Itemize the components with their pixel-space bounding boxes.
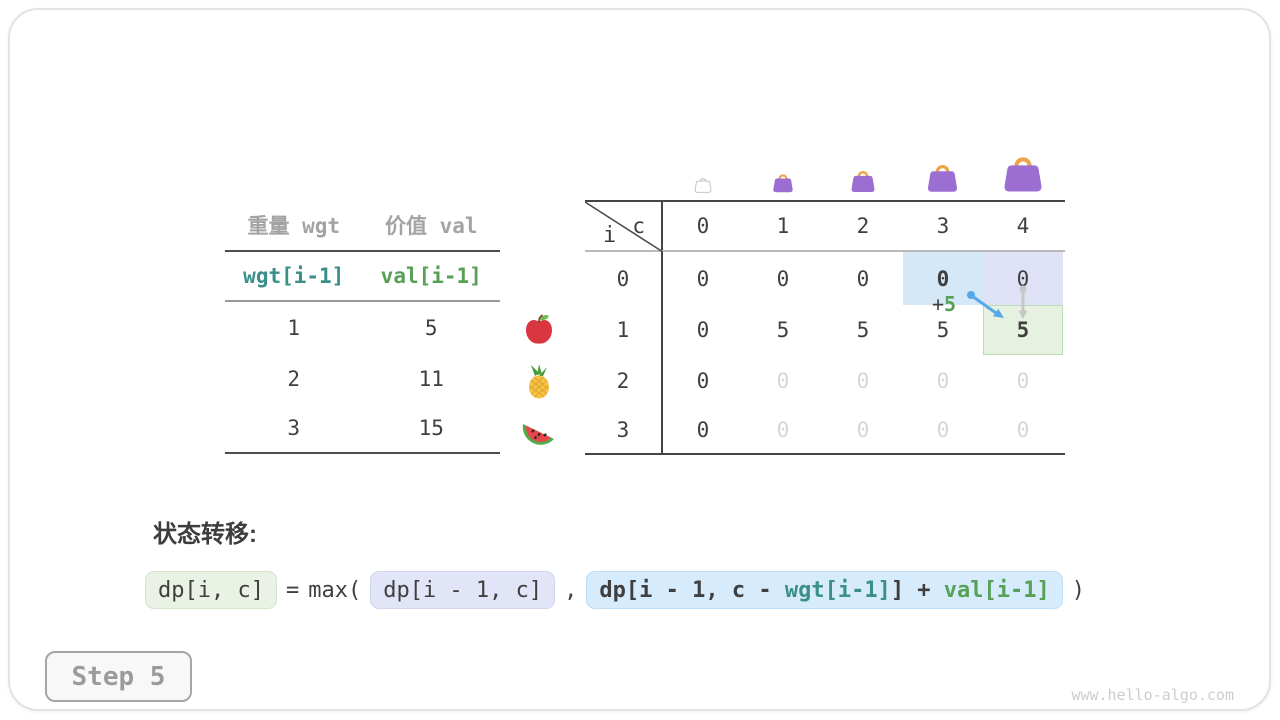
added-value: 5: [944, 292, 957, 316]
take-mid: ] +: [890, 577, 944, 603]
dp-row-1: 1 0 5 5 5 5: [585, 305, 1065, 355]
item-2-weight: 2: [287, 366, 301, 391]
item-1-value: 5: [424, 315, 438, 340]
dp-cell-0-0: 0: [696, 266, 710, 291]
empty-bag-icon: [694, 175, 712, 197]
dp-cell-3-0: 0: [696, 417, 710, 442]
take-val-term: val[i-1]: [943, 577, 1050, 603]
dp-cell-2-4: 0: [1016, 368, 1030, 393]
col-header-0: 0: [696, 214, 710, 238]
item-row-1: 1 5: [225, 302, 500, 353]
items-table-header: 重量 wgt 价值 val: [225, 200, 500, 252]
dp-header-row: c i 0 1 2 3 4: [585, 202, 1065, 252]
dp-cell-0-1: 0: [776, 266, 790, 291]
dp-cell-2-3: 0: [936, 368, 950, 393]
dp-cell-3-2: 0: [856, 417, 870, 442]
wgt-formula-cell: wgt[i-1]: [243, 264, 345, 288]
items-table-formula-row: wgt[i-1] val[i-1]: [225, 252, 500, 302]
state-transition-label: 状态转移:: [153, 521, 257, 548]
plus-sign: +: [932, 292, 945, 316]
dp-cell-1-0: 0: [696, 318, 710, 342]
item-row-2: 2 11: [225, 353, 500, 404]
transition-formula: dp[i, c] = max( dp[i - 1, c] , dp[i - 1,…: [145, 571, 1085, 609]
figure-card: 重量 wgt 价值 val wgt[i-1] val[i-1] 1 5 2 11…: [8, 8, 1271, 711]
comma: ,: [564, 577, 578, 603]
items-table: 重量 wgt 价值 val wgt[i-1] val[i-1] 1 5 2 11…: [225, 200, 500, 454]
bag-icon-1: [772, 171, 794, 197]
close-paren: ): [1071, 577, 1086, 603]
dp-row-2: 2 0 0 0 0 0: [585, 355, 1065, 406]
val-formula-cell: val[i-1]: [380, 264, 482, 288]
bag-icon-2: [850, 167, 876, 197]
dp-row-3: 3 0 0 0 0 0: [585, 406, 1065, 455]
apple-icon: [522, 313, 556, 347]
dp-cell-2-1: 0: [776, 368, 790, 393]
item-1-weight: 1: [287, 315, 301, 340]
dp-current-chip: dp[i, c]: [145, 571, 277, 609]
value-column-header: 价值 val: [384, 214, 478, 238]
row-header-2: 2: [585, 355, 663, 406]
row-variable-label: i: [603, 223, 617, 248]
dp-cell-3-3: 0: [936, 417, 950, 442]
row-header-3: 3: [585, 406, 663, 453]
item-row-3: 3 15: [225, 404, 500, 454]
item-3-weight: 3: [287, 416, 301, 440]
dp-cell-2-2: 0: [856, 368, 870, 393]
col-header-3: 3: [936, 214, 950, 238]
equals-sign: =: [285, 577, 300, 603]
col-header-4: 4: [1016, 214, 1030, 238]
row-header-1: 1: [585, 305, 663, 355]
bag-icon-4: [1002, 151, 1044, 197]
dp-cell-0-2: 0: [856, 266, 870, 291]
item-2-value: 11: [418, 366, 444, 391]
col-variable-label: c: [632, 214, 645, 238]
dp-cell-0-4-highlighted: 0: [983, 252, 1063, 305]
dp-table: c i 0 1 2 3 4 0 0 0 0 0 0 1 0 5: [585, 200, 1065, 455]
diagonal-divider: [585, 202, 663, 252]
row-header-0: 0: [585, 252, 663, 305]
take-wgt-term: wgt[i-1]: [784, 577, 891, 603]
dp-row-0: 0 0 0 0 0 0: [585, 252, 1065, 305]
dp-cell-1-3: 5: [936, 318, 950, 342]
dp-cell-3-4: 0: [1016, 417, 1030, 442]
step-button[interactable]: Step 5: [45, 651, 192, 702]
dp-cell-1-4-result: 5: [983, 305, 1063, 355]
dp-skip-chip: dp[i - 1, c]: [370, 571, 556, 609]
take-prefix: dp[i - 1, c -: [599, 577, 785, 603]
dp-cell-1-1: 5: [776, 318, 790, 342]
item-3-value: 15: [418, 416, 444, 440]
watermelon-icon: [522, 416, 556, 450]
pineapple-icon: [522, 364, 556, 399]
dp-cell-2-0: 0: [696, 368, 710, 393]
bag-icon-3: [926, 160, 959, 197]
dp-cell-1-2: 5: [856, 318, 870, 342]
plus-value-annotation: +5: [932, 292, 956, 316]
max-open: max(: [308, 577, 362, 603]
weight-column-header: 重量 wgt: [247, 214, 341, 238]
col-header-2: 2: [856, 214, 870, 238]
corner-cell: c i: [585, 202, 663, 252]
col-header-1: 1: [776, 214, 790, 238]
watermark: www.hello-algo.com: [1071, 686, 1234, 704]
dp-take-chip: dp[i - 1, c - wgt[i-1]] + val[i-1]: [586, 571, 1063, 609]
dp-cell-3-1: 0: [776, 417, 790, 442]
